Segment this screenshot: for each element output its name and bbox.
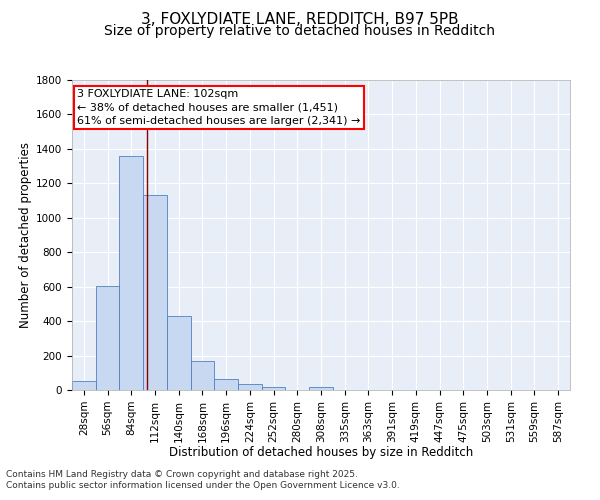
Bar [214,379,238,390]
Bar [143,196,167,390]
Bar [119,156,143,390]
Bar [309,388,333,390]
Bar [96,286,119,390]
Bar [238,384,262,390]
X-axis label: Distribution of detached houses by size in Redditch: Distribution of detached houses by size … [169,446,473,459]
Text: 3, FOXLYDIATE LANE, REDDITCH, B97 5PB: 3, FOXLYDIATE LANE, REDDITCH, B97 5PB [141,12,459,28]
Text: 3 FOXLYDIATE LANE: 102sqm
← 38% of detached houses are smaller (1,451)
61% of se: 3 FOXLYDIATE LANE: 102sqm ← 38% of detac… [77,90,361,126]
Bar [191,360,214,390]
Y-axis label: Number of detached properties: Number of detached properties [19,142,32,328]
Text: Contains HM Land Registry data © Crown copyright and database right 2025.: Contains HM Land Registry data © Crown c… [6,470,358,479]
Text: Size of property relative to detached houses in Redditch: Size of property relative to detached ho… [104,24,496,38]
Bar [262,386,286,390]
Bar [167,316,191,390]
Bar [72,380,96,390]
Text: Contains public sector information licensed under the Open Government Licence v3: Contains public sector information licen… [6,481,400,490]
